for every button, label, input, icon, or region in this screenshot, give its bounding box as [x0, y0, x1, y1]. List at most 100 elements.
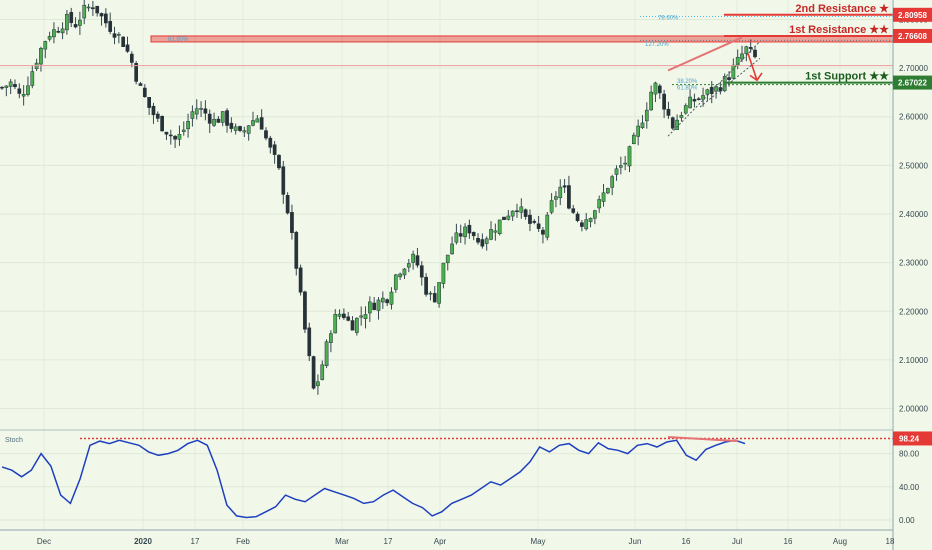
candle-down: [151, 105, 156, 116]
time-tick-label: May: [530, 537, 545, 546]
candle-down: [580, 222, 584, 227]
candle-down: [108, 21, 113, 32]
candle-down: [225, 110, 229, 126]
candle-down: [419, 265, 424, 278]
candle-down: [268, 137, 273, 148]
candle-up: [601, 192, 606, 202]
candle-down: [238, 126, 242, 131]
candle-down: [458, 233, 463, 237]
candle-up: [627, 146, 632, 167]
candle-up: [406, 263, 411, 268]
candle-down: [476, 237, 480, 243]
level-label: 1st Support ★★: [805, 71, 889, 83]
candle-up: [506, 215, 511, 220]
candle-up: [614, 168, 619, 175]
candle-down: [142, 87, 147, 98]
candle-down: [571, 208, 576, 213]
candle-up: [380, 297, 385, 303]
candle-down: [294, 231, 299, 269]
candle-up: [610, 176, 615, 188]
candle-down: [272, 144, 277, 155]
candle-up: [411, 253, 415, 263]
candle-down: [342, 313, 346, 319]
candle-down: [134, 63, 139, 82]
time-tick-label: Feb: [236, 537, 250, 546]
candle-up: [398, 273, 402, 278]
candle-up: [30, 71, 35, 86]
candle-up: [199, 108, 203, 110]
candle-down: [216, 118, 221, 123]
candle-up: [549, 200, 554, 213]
time-tick-label: Jul: [732, 537, 742, 546]
candle-up: [510, 210, 515, 217]
candle-down: [567, 185, 571, 209]
candle-up: [497, 219, 502, 234]
candle-down: [121, 36, 126, 47]
candle-up: [316, 381, 320, 387]
candlestick-series: [0, 0, 757, 395]
candle-up: [450, 243, 454, 255]
candle-up: [653, 82, 658, 95]
price-tag: [893, 75, 932, 90]
candle-up: [484, 238, 489, 244]
time-tick-label: Jun: [629, 537, 642, 546]
price-tick-label: 2.50000: [899, 161, 928, 170]
stoch-tick-label: 40.00: [899, 483, 920, 492]
price-tag-label: 2.80958: [898, 11, 927, 20]
candle-down: [727, 77, 731, 80]
candle-up: [445, 254, 450, 264]
candle-down: [528, 214, 532, 224]
candle-down: [155, 113, 160, 119]
level-label: 1st Resistance ★★: [789, 24, 889, 36]
candle-up: [233, 126, 238, 131]
candle-down: [709, 86, 714, 94]
candle-up: [251, 120, 255, 126]
candle-down: [307, 327, 312, 357]
candle-down: [502, 216, 506, 220]
candle-up: [597, 199, 602, 209]
candle-down: [666, 108, 671, 116]
candle-down: [285, 195, 290, 214]
time-tick-label: 17: [384, 537, 393, 546]
candle-up: [177, 134, 182, 140]
stoch-tick-label: 80.00: [899, 450, 920, 459]
divergence-line: [667, 36, 743, 72]
candle-up: [393, 274, 398, 290]
candle-down: [753, 49, 757, 58]
candle-down: [138, 83, 143, 86]
candle-up: [212, 118, 216, 126]
candle-up: [623, 162, 628, 165]
candle-up: [701, 95, 705, 100]
stoch-tick-label: 0.00: [899, 516, 915, 525]
price-tick-label: 2.30000: [899, 259, 928, 268]
time-tick-label: 2020: [134, 537, 152, 546]
time-tick-label: Apr: [434, 537, 447, 546]
price-tick-label: 2.10000: [899, 356, 928, 365]
candle-down: [471, 232, 476, 237]
candle-up: [618, 165, 623, 168]
candle-up: [186, 121, 190, 130]
fib-label: 61.80%: [677, 86, 698, 92]
candle-up: [47, 36, 52, 40]
candle-down: [311, 356, 316, 389]
candle-up: [545, 214, 550, 238]
time-tick-label: 17: [191, 537, 200, 546]
candle-up: [584, 219, 589, 230]
candle-up: [255, 118, 260, 123]
candle-up: [437, 282, 441, 304]
time-tick-label: Mar: [335, 537, 349, 546]
candle-up: [333, 314, 338, 334]
fib-label: 38.20%: [677, 79, 698, 85]
candle-down: [532, 221, 537, 223]
price-axis-background: [893, 0, 932, 550]
candle-down: [95, 5, 100, 14]
candle-up: [649, 91, 653, 111]
candle-up: [242, 130, 247, 133]
candle-up: [588, 218, 593, 222]
price-tick-label: 2.70000: [899, 64, 928, 73]
candle-up: [489, 229, 493, 240]
candle-down: [13, 84, 17, 88]
stochastic-pane: Stoch: [0, 429, 893, 521]
